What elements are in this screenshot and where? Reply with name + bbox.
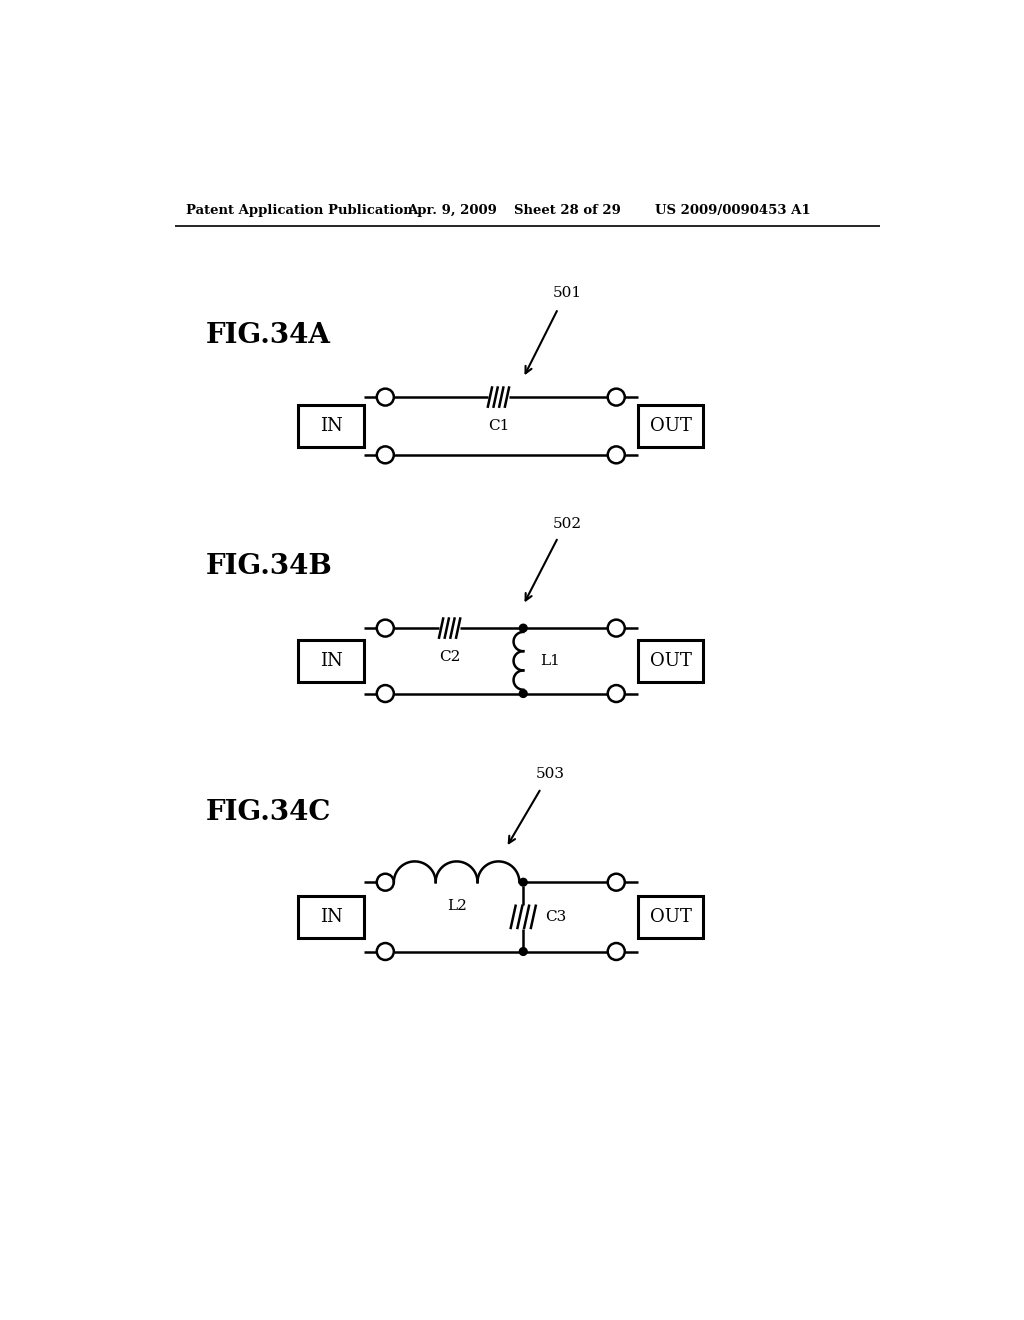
Text: IN: IN [319,652,342,669]
Bar [298,405,364,447]
Text: IN: IN [319,908,342,925]
Text: OUT: OUT [649,417,691,436]
Text: OUT: OUT [649,908,691,925]
Bar [638,405,703,447]
Text: C1: C1 [487,418,509,433]
Text: L2: L2 [446,899,467,913]
Circle shape [519,878,527,886]
Text: FIG.34C: FIG.34C [206,800,331,826]
Text: FIG.34A: FIG.34A [206,322,331,348]
Text: Sheet 28 of 29: Sheet 28 of 29 [514,205,621,218]
Circle shape [519,624,527,632]
Text: 501: 501 [553,286,582,300]
Text: IN: IN [319,417,342,436]
Circle shape [519,689,527,697]
Text: US 2009/0090453 A1: US 2009/0090453 A1 [655,205,811,218]
Text: C3: C3 [545,909,566,924]
Text: L1: L1 [541,653,560,668]
Bar [298,896,364,939]
Bar [638,640,703,682]
Bar [638,896,703,939]
Text: 502: 502 [553,517,582,531]
Text: 503: 503 [536,767,565,781]
Text: FIG.34B: FIG.34B [206,553,332,579]
Bar [298,640,364,682]
Circle shape [519,948,527,956]
Text: OUT: OUT [649,652,691,669]
Text: Patent Application Publication: Patent Application Publication [186,205,413,218]
Text: Apr. 9, 2009: Apr. 9, 2009 [407,205,497,218]
Text: C2: C2 [439,649,461,664]
